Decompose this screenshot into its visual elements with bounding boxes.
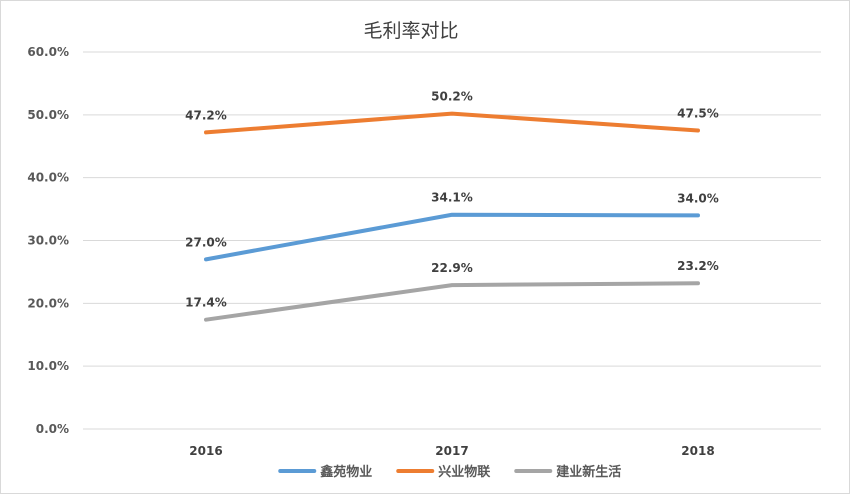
data-label: 34.1% xyxy=(431,191,473,205)
y-tick-label: 10.0% xyxy=(27,359,69,373)
legend-label: 建业新生活 xyxy=(556,464,621,480)
y-tick-label: 50.0% xyxy=(27,108,69,122)
series-lines xyxy=(204,111,700,322)
series-line-2 xyxy=(204,111,700,135)
x-tick-label: 2017 xyxy=(435,444,468,458)
x-tick-label: 2016 xyxy=(189,444,222,458)
data-label: 47.5% xyxy=(677,107,719,121)
legend-label: 兴业物联 xyxy=(438,464,490,480)
chart-title: 毛利率对比 xyxy=(363,20,458,42)
y-tick-label: 30.0% xyxy=(27,234,69,248)
series-line-3 xyxy=(204,281,700,322)
legend-label: 鑫苑物业 xyxy=(319,464,372,480)
y-tick-label: 40.0% xyxy=(27,171,69,185)
x-axis-ticks: 2016 2017 2018 xyxy=(189,444,714,458)
data-label: 50.2% xyxy=(431,90,473,104)
data-label: 34.0% xyxy=(677,191,719,205)
data-label: 47.2% xyxy=(185,108,227,122)
data-label: 23.2% xyxy=(677,259,719,273)
data-label: 17.4% xyxy=(185,296,227,310)
y-tick-label: 20.0% xyxy=(27,296,69,310)
data-label: 22.9% xyxy=(431,261,473,275)
data-label: 27.0% xyxy=(185,235,227,249)
x-tick-label: 2018 xyxy=(681,444,714,458)
y-tick-label: 60.0% xyxy=(27,45,69,59)
legend: 鑫苑物业 兴业物联 建业新生活 xyxy=(278,464,621,480)
y-tick-label: 0.0% xyxy=(36,422,69,436)
y-axis-ticks: 0.0% 10.0% 20.0% 30.0% 40.0% 50.0% 60.0% xyxy=(27,45,69,436)
data-labels: 27.0% 34.1% 34.0% 47.2% 50.2% 47.5% 17.4% 22.9%… xyxy=(185,90,719,310)
series-line-1 xyxy=(204,212,700,262)
